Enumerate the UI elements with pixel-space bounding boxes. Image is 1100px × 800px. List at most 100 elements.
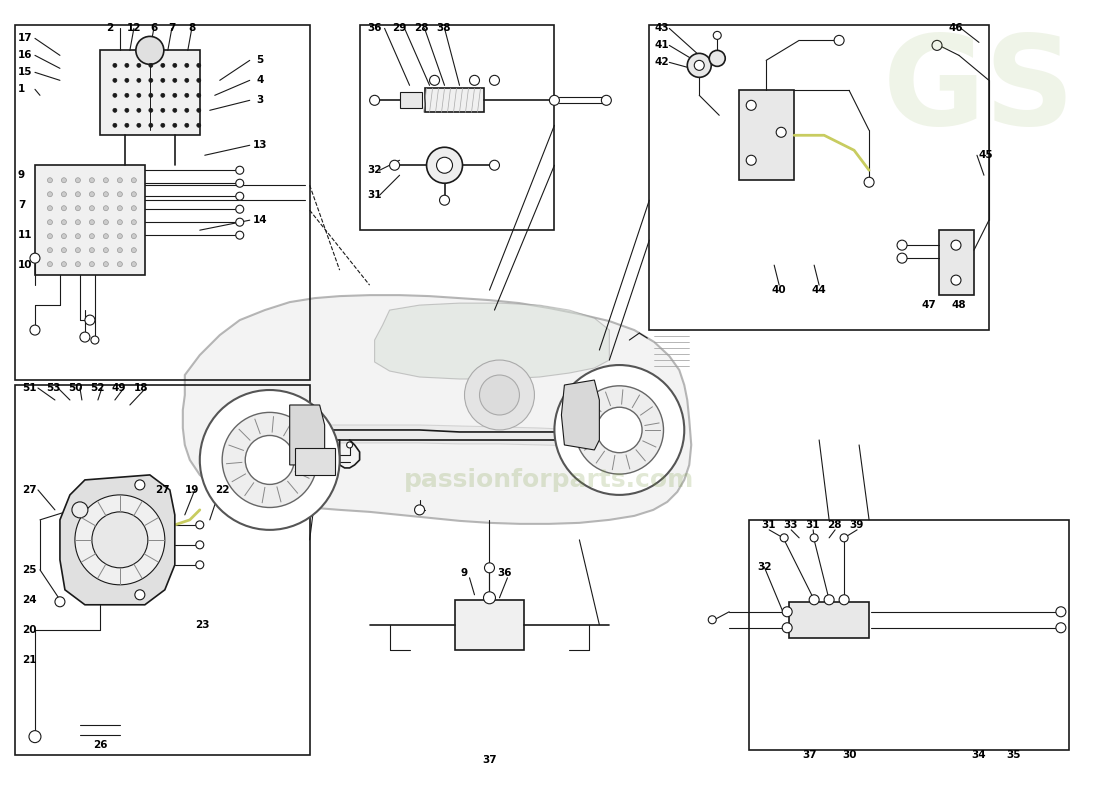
Bar bbox=[35, 166, 145, 275]
Circle shape bbox=[113, 94, 117, 98]
Circle shape bbox=[135, 480, 145, 490]
Circle shape bbox=[47, 206, 53, 210]
Circle shape bbox=[197, 78, 201, 82]
Text: 8: 8 bbox=[188, 23, 196, 34]
Text: 40: 40 bbox=[772, 285, 786, 295]
Text: 43: 43 bbox=[654, 23, 669, 34]
Circle shape bbox=[103, 220, 109, 225]
Circle shape bbox=[932, 40, 942, 50]
Circle shape bbox=[865, 178, 874, 187]
Circle shape bbox=[118, 206, 122, 210]
Circle shape bbox=[429, 75, 440, 86]
Polygon shape bbox=[59, 475, 175, 605]
Circle shape bbox=[76, 262, 80, 266]
Circle shape bbox=[235, 206, 244, 213]
Text: 38: 38 bbox=[437, 23, 451, 34]
Circle shape bbox=[30, 253, 40, 263]
Circle shape bbox=[173, 78, 177, 82]
Circle shape bbox=[161, 78, 165, 82]
Circle shape bbox=[235, 166, 244, 174]
Circle shape bbox=[148, 78, 153, 82]
Circle shape bbox=[118, 192, 122, 197]
Circle shape bbox=[834, 35, 844, 46]
Circle shape bbox=[490, 160, 499, 170]
Text: 28: 28 bbox=[415, 23, 429, 34]
Circle shape bbox=[245, 435, 294, 485]
Circle shape bbox=[148, 108, 153, 112]
Circle shape bbox=[103, 262, 109, 266]
Bar bbox=[454, 600, 525, 650]
Circle shape bbox=[235, 231, 244, 239]
Circle shape bbox=[602, 95, 612, 106]
Bar bbox=[939, 230, 974, 295]
Text: 45: 45 bbox=[979, 150, 993, 160]
Circle shape bbox=[131, 234, 136, 238]
Text: 10: 10 bbox=[18, 260, 33, 270]
Circle shape bbox=[118, 248, 122, 253]
Circle shape bbox=[952, 275, 961, 285]
Circle shape bbox=[898, 240, 907, 250]
Circle shape bbox=[135, 590, 145, 600]
Bar bbox=[360, 26, 554, 230]
Circle shape bbox=[196, 521, 204, 529]
Circle shape bbox=[898, 253, 907, 263]
Circle shape bbox=[125, 108, 129, 112]
Text: 7: 7 bbox=[18, 200, 25, 210]
Text: 22: 22 bbox=[214, 485, 229, 495]
Circle shape bbox=[125, 63, 129, 67]
Circle shape bbox=[185, 108, 189, 112]
Circle shape bbox=[148, 94, 153, 98]
Polygon shape bbox=[561, 380, 600, 450]
Circle shape bbox=[47, 234, 53, 238]
Circle shape bbox=[89, 262, 95, 266]
Text: 9: 9 bbox=[18, 170, 25, 180]
Text: 36: 36 bbox=[497, 568, 512, 578]
Circle shape bbox=[89, 234, 95, 238]
Circle shape bbox=[710, 50, 725, 66]
Text: 36: 36 bbox=[367, 23, 382, 34]
Text: 46: 46 bbox=[949, 23, 964, 34]
Text: 37: 37 bbox=[482, 754, 497, 765]
Circle shape bbox=[490, 75, 499, 86]
Circle shape bbox=[810, 594, 820, 605]
Circle shape bbox=[47, 178, 53, 182]
Text: 20: 20 bbox=[22, 625, 36, 634]
Circle shape bbox=[118, 262, 122, 266]
Text: 31: 31 bbox=[761, 520, 776, 530]
Circle shape bbox=[85, 315, 95, 325]
Circle shape bbox=[103, 248, 109, 253]
Text: 3: 3 bbox=[256, 95, 263, 106]
Circle shape bbox=[173, 94, 177, 98]
Circle shape bbox=[76, 220, 80, 225]
Circle shape bbox=[746, 155, 756, 166]
Circle shape bbox=[62, 234, 66, 238]
Circle shape bbox=[62, 262, 66, 266]
Circle shape bbox=[746, 100, 756, 110]
Circle shape bbox=[839, 594, 849, 605]
Bar bbox=[425, 88, 484, 112]
Circle shape bbox=[62, 248, 66, 253]
Text: 28: 28 bbox=[827, 520, 842, 530]
Circle shape bbox=[713, 31, 722, 39]
Circle shape bbox=[136, 78, 141, 82]
Circle shape bbox=[76, 234, 80, 238]
Circle shape bbox=[29, 730, 41, 742]
Circle shape bbox=[118, 178, 122, 182]
Circle shape bbox=[554, 365, 684, 495]
Circle shape bbox=[30, 325, 40, 335]
Circle shape bbox=[200, 390, 340, 530]
Circle shape bbox=[780, 534, 789, 542]
Circle shape bbox=[782, 606, 792, 617]
Text: 47: 47 bbox=[922, 300, 936, 310]
Circle shape bbox=[148, 123, 153, 127]
Circle shape bbox=[196, 561, 204, 569]
Text: 37: 37 bbox=[802, 750, 816, 760]
Circle shape bbox=[824, 594, 834, 605]
Circle shape bbox=[484, 563, 495, 573]
Text: GS: GS bbox=[882, 30, 1076, 151]
Circle shape bbox=[235, 179, 244, 187]
Circle shape bbox=[440, 195, 450, 206]
Circle shape bbox=[782, 622, 792, 633]
Circle shape bbox=[89, 178, 95, 182]
Circle shape bbox=[196, 541, 204, 549]
